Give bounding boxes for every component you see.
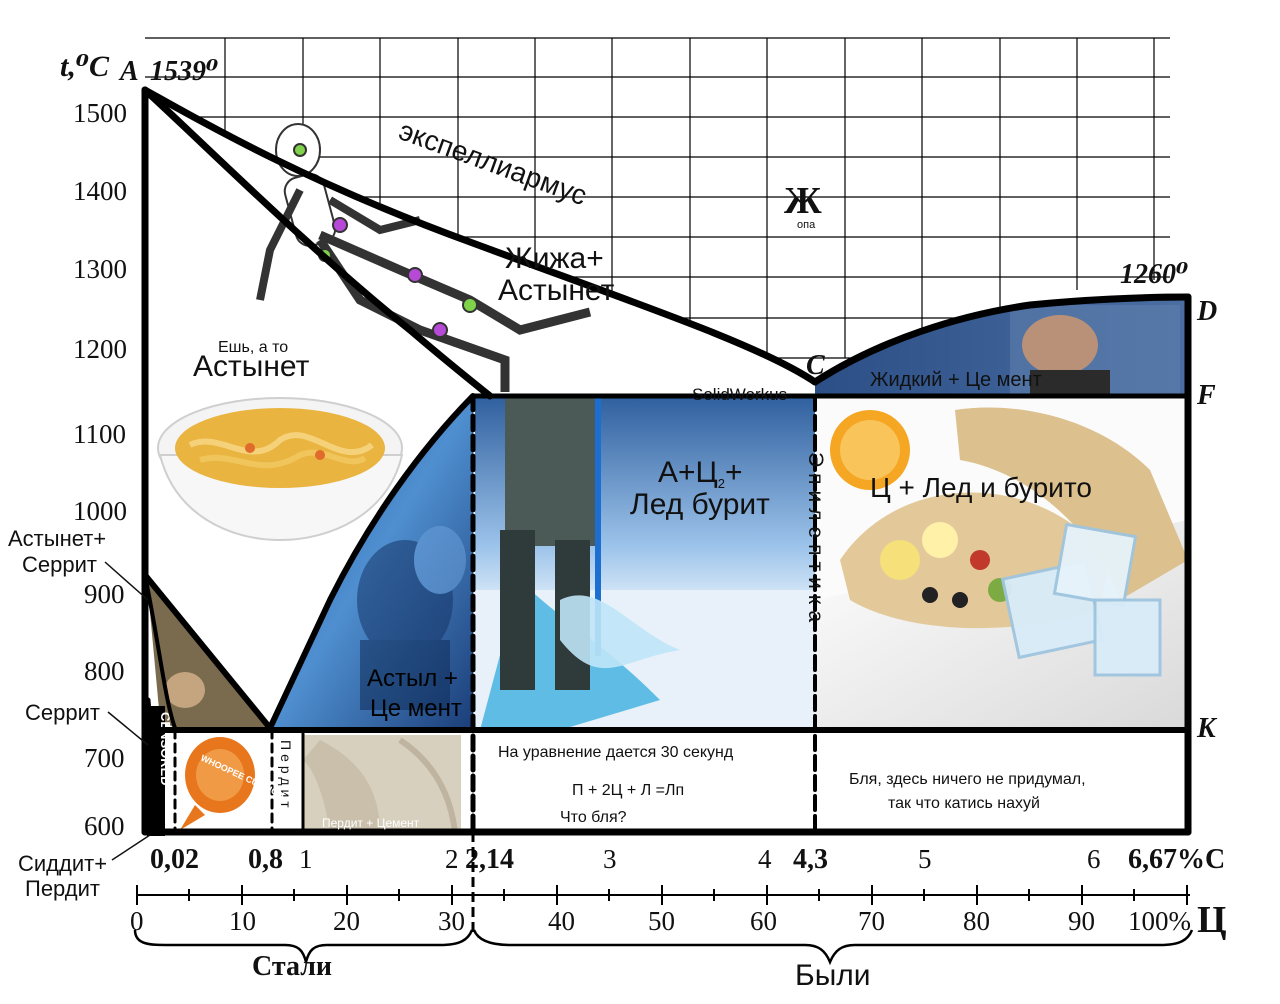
serrit-label: Серрит: [25, 700, 100, 725]
y-tick: 700: [84, 743, 125, 773]
siddit-label-2: Пердит: [25, 876, 100, 901]
y-tick: 800: [84, 656, 125, 686]
y-tick: 600: [84, 811, 125, 841]
burrito-photo: [815, 396, 1188, 730]
brace-cast-iron-label: Были: [795, 959, 871, 992]
point-F: F: [1196, 380, 1216, 411]
carbon-tick: 0,8: [248, 844, 283, 875]
brace-steel-label: Стали: [252, 951, 332, 982]
percent-tick: 50: [648, 906, 675, 936]
soup-bowl: [157, 397, 404, 542]
epileptika-label: Эпилептика: [804, 452, 827, 628]
carbon-tick: 6,67%C: [1128, 844, 1225, 875]
bottom-right-label-2: так что катись нахуй: [888, 795, 1040, 812]
carbon-tick: 4: [758, 844, 772, 874]
y-tick: 900: [84, 579, 125, 609]
percent-tick: 70: [858, 906, 885, 936]
astynet-serrit-label: Астынет+: [8, 526, 106, 551]
liquid-cement-label: Жидкий + Це мент: [870, 369, 1042, 391]
siddit-label: Сиддит+: [18, 851, 107, 876]
carbon-axis: 0,02 0,8 1 2 2,14 3 4 4,3 5 6 6,67%C: [150, 844, 1225, 875]
y-axis-title: t,⁰C: [60, 50, 110, 83]
liquid-label: Ж: [784, 180, 822, 222]
percent-tick: 0: [130, 906, 144, 936]
y-tick: 1300: [73, 254, 127, 284]
astyl-label-2: Це мент: [370, 695, 462, 722]
bottom-right-label: Бля, здесь ничего не придумал,: [849, 771, 1086, 788]
phase-lines: [141, 86, 1192, 836]
censored-text: CENSORED: [158, 712, 173, 786]
perdit-vertical-label: Пердит: [278, 740, 294, 812]
carbon-tick: 3: [603, 844, 617, 874]
point-D: D: [1196, 296, 1217, 327]
zhizha-label: Жижа+: [505, 242, 604, 275]
zhizha-label-2: Астынет: [498, 274, 615, 307]
percent-unit: Ц: [1197, 899, 1227, 941]
cementite-axis: 0 10 20 30 40 50 60 70 80 90 100% Ц: [130, 832, 1227, 941]
liquid-small-label: опа: [797, 219, 816, 231]
ice-drilling-photo: [475, 396, 815, 730]
eat-big-label: Астынет: [193, 350, 310, 383]
brace-steel: [133, 929, 474, 963]
y-tick: 1500: [73, 98, 127, 128]
point-A-temp: 1539⁰: [150, 56, 218, 87]
percent-tick: 20: [333, 906, 360, 936]
point-C: C: [806, 350, 825, 381]
equation-question: Что бля?: [560, 809, 627, 826]
carbon-tick: 4,3: [793, 844, 828, 875]
point-D-temp: 1260⁰: [1120, 259, 1188, 290]
bottom-row: [180, 735, 461, 833]
y-tick: 1100: [73, 419, 126, 449]
ice-label: А+Ц2+: [658, 456, 743, 491]
equation-title: На уравнение дается 30 секунд: [498, 744, 734, 761]
percent-tick: 10: [229, 906, 256, 936]
percent-tick: 40: [548, 906, 575, 936]
carbon-tick: 5: [918, 844, 932, 874]
y-tick: 1200: [73, 334, 127, 364]
astyl-label: Астыл +: [367, 665, 458, 692]
equation-formula: П + 2Ц + Л =Лп: [572, 782, 684, 799]
carbon-tick: 6: [1087, 844, 1101, 874]
burrito-label: Ц + Лед и бурито: [870, 472, 1092, 503]
y-tick: 1000: [73, 496, 127, 526]
eat-small-label: Ешь, а то: [218, 339, 288, 356]
y-axis-ticks: 1500 1400 1300 1200 1100 1000 900 800 70…: [73, 98, 127, 841]
percent-tick: 60: [750, 906, 777, 936]
carbon-tick: 1: [299, 844, 313, 874]
carbon-tick: 0,02: [150, 844, 199, 875]
carbon-tick: 2: [445, 844, 459, 874]
percent-tick: 80: [963, 906, 990, 936]
ice-label-2: Лед бурит: [630, 488, 770, 521]
brace-cast-iron: [472, 929, 1194, 966]
solidworkus-label: SolidWorkus: [692, 385, 787, 404]
percent-tick: 90: [1068, 906, 1095, 936]
perdit-cement-label: Пердит + Цемент: [322, 816, 420, 830]
y-tick: 1400: [73, 176, 127, 206]
point-A: A: [118, 56, 139, 87]
percent-tick: 30: [438, 906, 465, 936]
percent-tick: 100%: [1128, 906, 1191, 936]
astynet-serrit-label-2: Серрит: [22, 552, 97, 577]
point-K: K: [1196, 713, 1218, 744]
